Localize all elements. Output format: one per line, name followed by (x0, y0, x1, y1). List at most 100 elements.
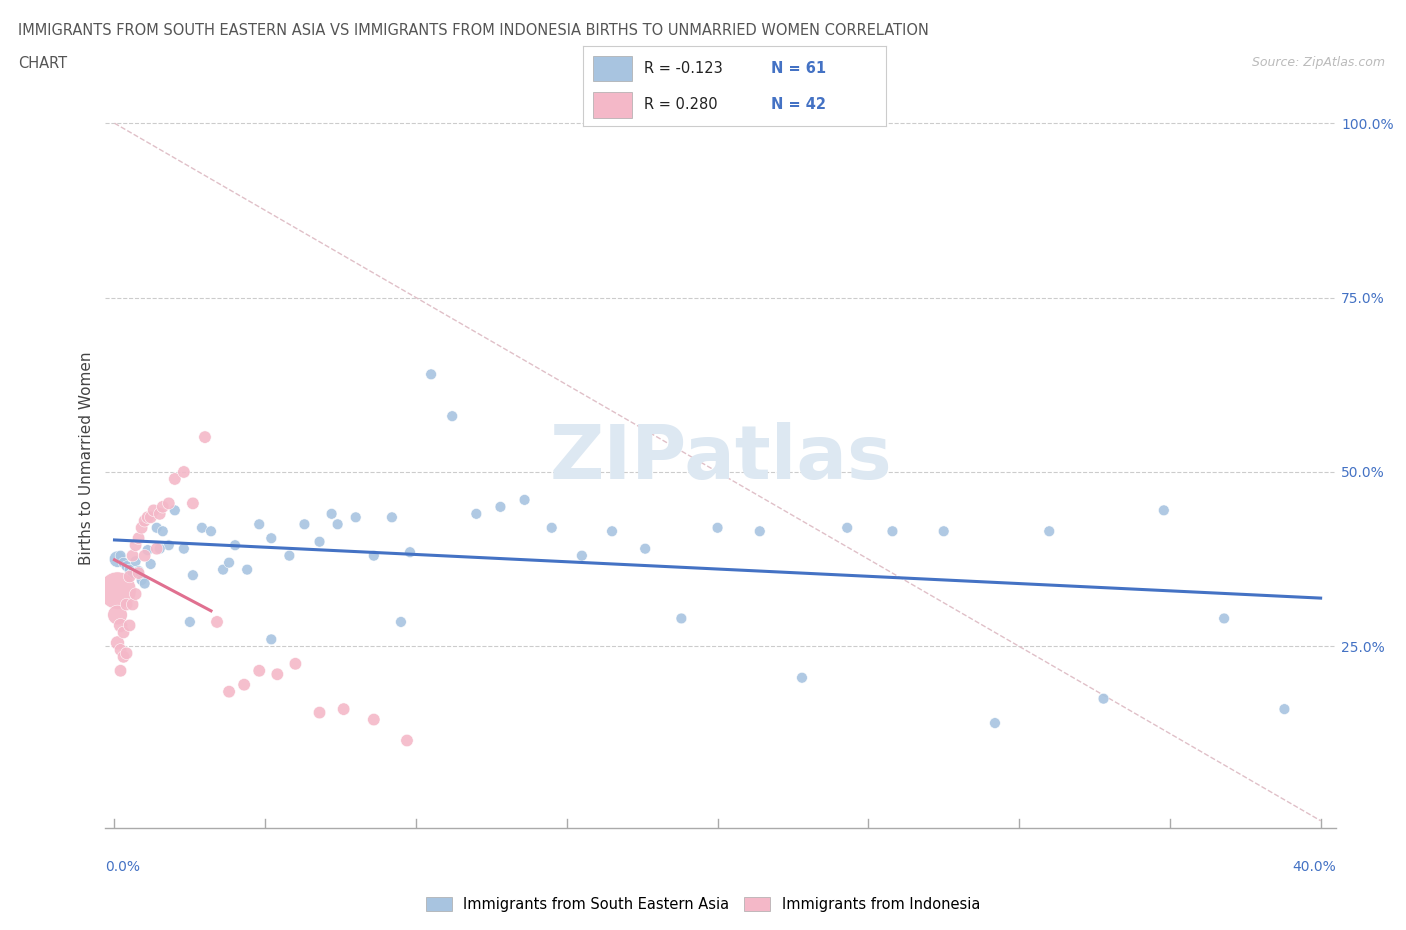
Point (882, 524, 904, 538)
Point (984, 716, 1007, 731)
Point (118, 569, 141, 584)
Point (194, 430, 217, 445)
Point (121, 565, 143, 580)
Text: N = 42: N = 42 (770, 98, 825, 113)
Point (247, 517, 270, 532)
Point (163, 472, 186, 486)
Point (112, 555, 135, 570)
Point (110, 549, 132, 564)
Point (513, 493, 536, 508)
Point (233, 677, 256, 692)
Text: 40.0%: 40.0% (1292, 860, 1336, 874)
Text: ZIPatlas: ZIPatlas (550, 421, 891, 495)
Point (149, 541, 172, 556)
Point (837, 521, 859, 536)
Point (465, 507, 488, 522)
Point (136, 543, 159, 558)
Point (152, 499, 174, 514)
Point (118, 618, 141, 633)
Point (179, 615, 201, 630)
Point (107, 551, 129, 566)
Point (181, 496, 204, 511)
FancyBboxPatch shape (592, 56, 631, 81)
Point (134, 513, 156, 528)
Point (131, 573, 153, 588)
Point (236, 562, 259, 577)
Point (134, 577, 156, 591)
Point (173, 541, 195, 556)
Point (294, 517, 316, 532)
Point (145, 541, 167, 556)
Point (152, 524, 174, 538)
Point (110, 618, 132, 633)
Point (278, 549, 301, 564)
Text: R = 0.280: R = 0.280 (644, 98, 717, 113)
Point (107, 583, 129, 598)
Point (1153, 503, 1175, 518)
Point (139, 510, 162, 525)
Point (163, 503, 186, 518)
Point (107, 635, 129, 650)
Text: CHART: CHART (18, 56, 67, 71)
Point (247, 663, 270, 678)
Point (489, 499, 512, 514)
Point (134, 549, 156, 564)
Point (112, 625, 135, 640)
Point (224, 538, 246, 552)
Point (118, 562, 141, 577)
Point (191, 521, 214, 536)
Point (634, 541, 657, 556)
Point (110, 643, 132, 658)
Point (128, 531, 150, 546)
Point (218, 684, 240, 699)
Y-axis label: Births to Unmarried Women: Births to Unmarried Women (79, 352, 94, 565)
Point (173, 465, 195, 480)
Point (121, 549, 143, 564)
Text: R = -0.123: R = -0.123 (644, 61, 723, 76)
Point (399, 545, 422, 560)
Point (200, 524, 222, 538)
Text: Source: ZipAtlas.com: Source: ZipAtlas.com (1251, 56, 1385, 69)
Point (706, 521, 728, 536)
Point (124, 587, 146, 602)
Text: N = 61: N = 61 (770, 61, 827, 76)
Point (344, 510, 367, 525)
Point (389, 615, 412, 630)
Point (420, 367, 443, 382)
Point (790, 671, 813, 685)
Point (212, 562, 235, 577)
Point (115, 646, 138, 661)
Point (326, 517, 349, 532)
Point (128, 564, 150, 578)
Point (332, 702, 354, 717)
Text: IMMIGRANTS FROM SOUTH EASTERN ASIA VS IMMIGRANTS FROM INDONESIA BIRTHS TO UNMARR: IMMIGRANTS FROM SOUTH EASTERN ASIA VS IM… (18, 23, 929, 38)
Point (260, 531, 283, 546)
Point (932, 524, 955, 538)
Point (540, 521, 562, 536)
Point (157, 538, 180, 552)
Legend: Immigrants from South Eastern Asia, Immigrants from Indonesia: Immigrants from South Eastern Asia, Immi… (420, 891, 986, 918)
Point (308, 705, 330, 720)
Point (671, 611, 693, 626)
Point (139, 556, 162, 571)
Point (218, 555, 240, 570)
Point (136, 510, 159, 525)
Point (571, 549, 593, 564)
Point (260, 632, 283, 647)
Point (110, 663, 132, 678)
Point (321, 507, 343, 522)
Point (441, 409, 464, 424)
Point (363, 549, 385, 564)
Point (1038, 524, 1060, 538)
Point (1213, 611, 1236, 626)
Point (1092, 691, 1115, 706)
Point (121, 597, 143, 612)
Point (1274, 702, 1296, 717)
Point (124, 554, 146, 569)
Point (149, 507, 172, 522)
FancyBboxPatch shape (592, 92, 631, 118)
Point (748, 524, 770, 538)
Point (107, 607, 129, 622)
Point (124, 538, 146, 552)
Point (181, 567, 204, 582)
